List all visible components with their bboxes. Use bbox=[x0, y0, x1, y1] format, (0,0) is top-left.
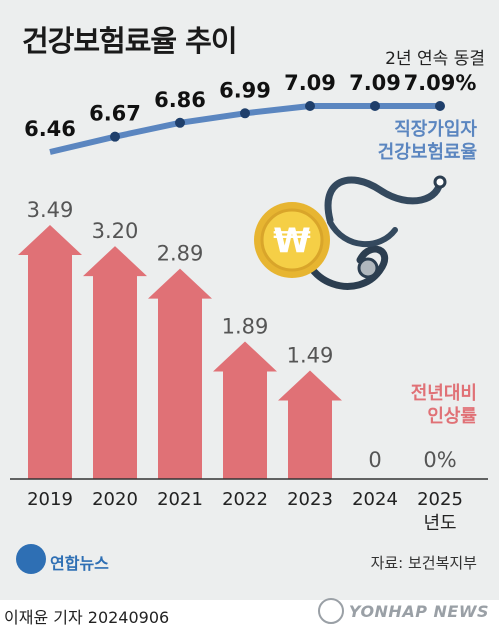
line-point bbox=[240, 108, 250, 119]
x-tick-label: 2022 bbox=[222, 489, 268, 510]
chart-svg: ₩ 3.49 3.20 2.89 1.89 1.49 0 0% 6.46 6.67 6.86 6.… bbox=[10, 71, 488, 534]
x-tick-label: 2021 bbox=[157, 489, 203, 510]
won-coin-icon: ₩ bbox=[254, 202, 330, 278]
line-point bbox=[110, 131, 120, 142]
bar-value-label: 3.20 bbox=[92, 219, 139, 243]
chart-panel bbox=[0, 0, 499, 600]
line-value-label: 6.99 bbox=[219, 78, 271, 102]
x-tick-label: 2020 bbox=[92, 489, 138, 510]
line-series-label-line2: 건강보험료율 bbox=[377, 142, 477, 163]
line-series-label: 직장가입자 건강보험료율 bbox=[378, 118, 477, 164]
logo-text: 연합뉴스 bbox=[50, 554, 109, 573]
watermark-icon bbox=[318, 598, 344, 624]
line-point bbox=[370, 101, 380, 111]
bar-arrow bbox=[278, 370, 342, 479]
line-value-label: 6.67 bbox=[89, 102, 141, 126]
line-series-label-line1: 직장가입자 bbox=[394, 119, 477, 140]
bar-series-label-line2: 인상률 bbox=[427, 406, 477, 427]
x-unit-label: 년도 bbox=[423, 513, 456, 534]
bar-arrow bbox=[18, 225, 82, 479]
bar-value-label: 0% bbox=[423, 448, 456, 472]
x-tick-label: 2025 bbox=[417, 489, 463, 510]
bar-series-label-line1: 전년대비 bbox=[410, 383, 477, 404]
source-note: 자료: 보건복지부 bbox=[370, 554, 477, 572]
bar-value-label: 3.49 bbox=[27, 198, 74, 222]
svg-text:₩: ₩ bbox=[273, 221, 311, 261]
bar-value-label: 2.89 bbox=[157, 242, 204, 266]
x-tick-label: 2023 bbox=[287, 489, 333, 510]
bar-arrow bbox=[83, 246, 147, 479]
chart-title: 건강보험료율 추이 bbox=[22, 24, 238, 58]
line-value-label: 6.46 bbox=[24, 117, 76, 141]
bar-value-label: 1.49 bbox=[287, 344, 334, 368]
bar-series-label: 전년대비 인상률 bbox=[411, 382, 477, 428]
bar-value-label: 1.89 bbox=[222, 314, 269, 338]
yonhap-logo-icon bbox=[16, 544, 46, 574]
line-value-label: 7.09 bbox=[349, 71, 401, 95]
byline: 이재윤 기자 20240906 bbox=[4, 608, 170, 627]
bar-arrow bbox=[148, 268, 212, 479]
line-point bbox=[305, 101, 315, 111]
bar-value-label: 0 bbox=[368, 448, 381, 472]
x-tick-label: 2019 bbox=[27, 489, 73, 510]
watermark: YONHAP NEWS bbox=[348, 602, 489, 621]
line-value-label: 7.09% bbox=[404, 71, 477, 95]
line-point bbox=[175, 117, 185, 128]
streak-note: 2년 연속 동결 bbox=[385, 49, 485, 69]
x-tick-label: 2024 bbox=[352, 489, 398, 510]
line-value-label: 6.86 bbox=[154, 88, 206, 112]
line-value-label: 7.09 bbox=[284, 71, 336, 95]
bar-arrow bbox=[213, 341, 277, 479]
line-point bbox=[435, 101, 445, 111]
